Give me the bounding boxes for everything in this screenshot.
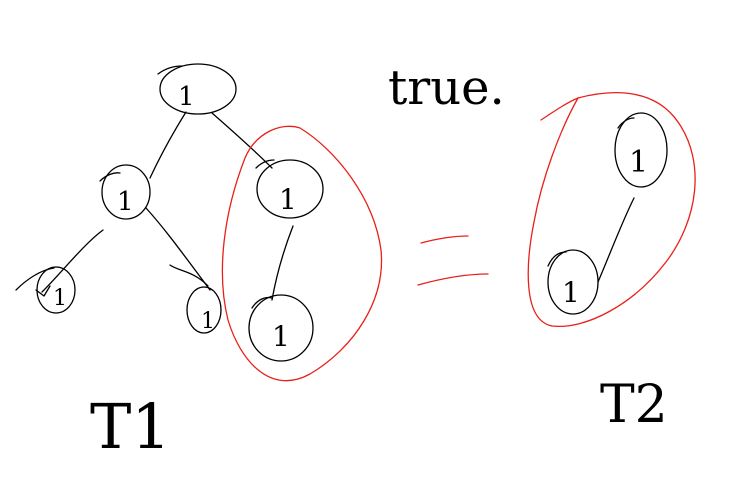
t1-edge-root-right (211, 112, 273, 169)
equals-sign-text: = (0, 0, 1, 1)
t1-node-right: 1 (255, 159, 324, 219)
annotation-true: true. (388, 60, 505, 116)
t1-edge-left-leftright (145, 207, 211, 291)
t1-edge-left-leftleft (41, 229, 104, 293)
t1-node-right-left: 1 (248, 294, 314, 362)
t2-label: T2 (600, 375, 668, 435)
t1-node-left-value: 1 (117, 187, 134, 217)
t2-highlight (527, 92, 696, 328)
t1-edge-right-rightleft (271, 225, 294, 301)
t1-node-right-left-value: 1 (272, 320, 290, 353)
t2-node-root-value: 1 (629, 145, 648, 180)
t1-node-left: 1 (99, 164, 151, 220)
t1-label: T1 (90, 390, 171, 463)
t1-node-left-left-value: 1 (53, 286, 67, 311)
t1-node-root: 1 (157, 63, 237, 115)
t1-node-left-right: 1 (169, 264, 222, 334)
t2-node-left-value: 1 (562, 276, 580, 309)
t2-tree: 1 1 (527, 92, 696, 328)
t1-edge-root-left (149, 111, 187, 179)
t2-edge-root-left (597, 197, 635, 283)
equals-sign: = (0, 0, 489, 286)
t1-tree: 1 1 1 1 1 1 (15, 63, 383, 382)
t2-node-root: 1 (614, 112, 668, 188)
t1-node-root-value: 1 (178, 82, 195, 112)
t1-node-left-left: 1 (15, 266, 76, 314)
t1-node-left-right-value: 1 (201, 309, 215, 334)
t1-node-right-value: 1 (279, 183, 297, 216)
t2-node-left: 1 (547, 249, 599, 315)
t1-subtree-highlight (221, 125, 383, 382)
